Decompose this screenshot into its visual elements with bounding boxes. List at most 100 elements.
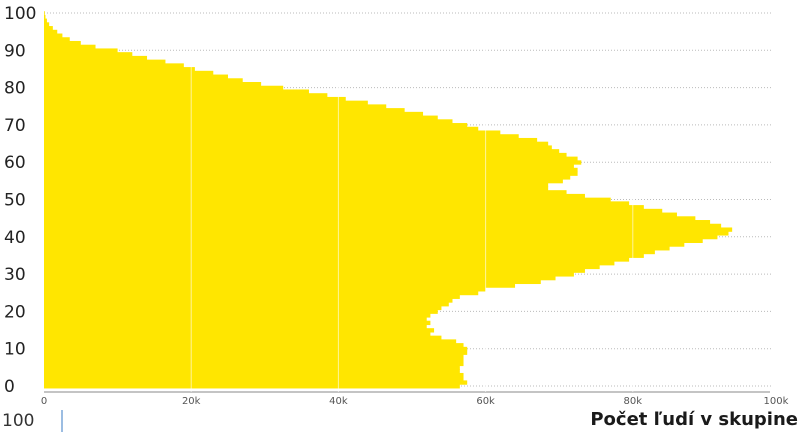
bar-age-45 <box>44 216 696 221</box>
bar-age-35 <box>44 253 644 258</box>
bar-age-9 <box>44 350 468 355</box>
bar-age-12 <box>44 339 457 344</box>
bar-age-58 <box>44 167 578 173</box>
bar-age-96 <box>44 26 53 31</box>
bar-age-19 <box>44 313 431 318</box>
bar-age-41 <box>44 231 729 236</box>
bar-age-24 <box>44 294 460 299</box>
x-axis-ticks: 0 20k 40k 60k 80k 100k <box>41 396 789 407</box>
bar-age-25 <box>44 290 479 296</box>
x-tick-60k: 60k <box>476 396 495 407</box>
x-tick-100k: 100k <box>764 396 789 407</box>
bar-age-84 <box>44 70 214 76</box>
bar-age-95 <box>44 29 58 35</box>
bar-age-76 <box>44 100 368 105</box>
bar-age-62 <box>44 152 567 158</box>
bar-age-98 <box>44 18 47 23</box>
y-tick-80: 80 <box>4 79 26 99</box>
bar-age-11 <box>44 343 464 348</box>
x-axis-title: Počet ľudí v skupine <box>590 409 798 430</box>
bar-age-52 <box>44 190 567 195</box>
bar-age-94 <box>44 33 63 38</box>
bar-age-0 <box>44 384 460 389</box>
bar-age-51 <box>44 193 585 199</box>
bar-age-63 <box>44 149 560 154</box>
bar-age-99 <box>44 14 46 20</box>
bar-age-65 <box>44 141 549 147</box>
bar-age-49 <box>44 201 630 206</box>
bar-age-59 <box>44 164 574 169</box>
bar-age-83 <box>44 74 228 79</box>
x-tick-40k: 40k <box>329 396 348 407</box>
bar-age-38 <box>44 242 685 247</box>
bar-age-55 <box>44 178 563 184</box>
bar-age-74 <box>44 108 405 113</box>
bar-age-93 <box>44 37 70 42</box>
bottom-number-label: 100 <box>2 411 34 431</box>
bar-age-20 <box>44 309 438 314</box>
bar-age-1 <box>44 380 468 385</box>
bar-age-8 <box>44 354 464 359</box>
x-tick-0: 0 <box>41 396 47 407</box>
bar-age-43 <box>44 223 722 229</box>
x-tick-80k: 80k <box>624 396 643 407</box>
bar-age-47 <box>44 208 663 214</box>
bar-age-92 <box>44 40 81 46</box>
bar-age-18 <box>44 316 427 322</box>
bar-age-42 <box>44 227 733 232</box>
bar-age-77 <box>44 96 346 102</box>
bar-age-68 <box>44 130 501 135</box>
bar-age-27 <box>44 283 516 288</box>
bar-age-69 <box>44 126 479 132</box>
bar-age-30 <box>44 272 574 277</box>
bar-age-26 <box>44 287 486 292</box>
bar-age-85 <box>44 67 195 72</box>
bar-age-56 <box>44 175 571 180</box>
bar-age-61 <box>44 156 578 161</box>
bar-age-60 <box>44 160 582 165</box>
bar-age-3 <box>44 372 464 378</box>
bar-age-64 <box>44 145 552 150</box>
bar-age-46 <box>44 212 677 217</box>
bar-age-100 <box>44 11 45 16</box>
bar-age-66 <box>44 137 538 143</box>
bar-age-44 <box>44 220 711 225</box>
bar-age-54 <box>44 182 549 188</box>
bar-age-79 <box>44 89 309 94</box>
bar-age-70 <box>44 123 468 128</box>
bar-age-28 <box>44 279 541 285</box>
y-tick-0: 0 <box>4 377 15 397</box>
y-tick-90: 90 <box>4 41 26 61</box>
bar-age-78 <box>44 93 328 98</box>
bar-age-90 <box>44 48 118 53</box>
bar-age-87 <box>44 59 166 64</box>
bar-age-91 <box>44 44 96 50</box>
bar-age-2 <box>44 376 464 382</box>
bar-age-67 <box>44 134 519 139</box>
bar-age-86 <box>44 63 184 68</box>
bar-age-10 <box>44 346 468 352</box>
y-tick-30: 30 <box>4 265 26 285</box>
bar-age-53 <box>44 186 549 191</box>
bar-age-89 <box>44 52 133 57</box>
y-tick-60: 60 <box>4 153 26 173</box>
bar-age-33 <box>44 261 615 266</box>
bar-age-23 <box>44 298 453 303</box>
y-tick-20: 20 <box>4 302 26 322</box>
bar-age-4 <box>44 369 460 374</box>
bar-age-32 <box>44 264 600 270</box>
bar-age-88 <box>44 55 148 61</box>
bar-age-17 <box>44 320 431 326</box>
bar-age-13 <box>44 335 442 340</box>
bar-age-57 <box>44 171 578 176</box>
bar-age-97 <box>44 22 50 27</box>
y-tick-100: 100 <box>4 4 36 24</box>
bar-age-21 <box>44 305 442 311</box>
bar-age-71 <box>44 119 453 124</box>
bar-age-48 <box>44 205 644 210</box>
bar-age-80 <box>44 85 284 91</box>
bar-age-50 <box>44 197 611 202</box>
bar-age-81 <box>44 82 262 87</box>
bar-age-82 <box>44 78 243 83</box>
